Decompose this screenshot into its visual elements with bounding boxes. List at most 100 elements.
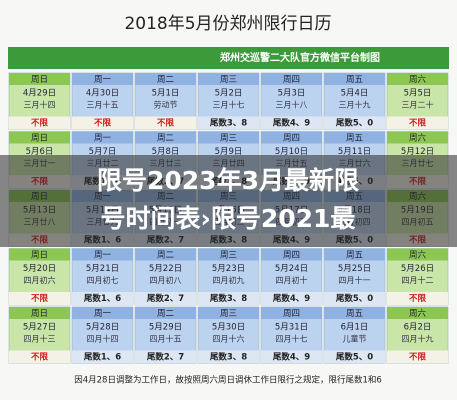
weekday: 周四 [283,251,300,261]
weekday-bg [387,73,448,85]
date: 6月2日 [404,323,432,333]
weekday: 周一 [94,134,112,144]
limit: 尾数1、6 [83,352,121,363]
banner-bg [8,47,449,69]
limit-bg [387,292,448,305]
limit: 尾数4、9 [272,352,310,363]
date: 5月31日 [275,323,308,333]
weekday: 周日 [31,134,48,144]
weekday-bg [72,307,133,319]
limit-bg [261,350,322,364]
date: 4月30日 [86,89,119,99]
limit: 不限 [31,294,49,304]
limit: 尾数4、9 [272,293,310,304]
lunar: 四月初十 [276,275,308,285]
date: 5月9日 [215,147,243,157]
weekday: 周三 [220,309,237,319]
weekday-bg [9,307,70,319]
weekday: 周日 [31,251,48,261]
lunar: 四月十一 [339,275,371,285]
weekday-bg [387,248,448,261]
weekday-bg [198,73,259,85]
date: 5月26日 [401,264,434,274]
limit: 尾数3、8 [209,352,247,363]
weekday-bg [9,73,70,85]
limit: 不限 [409,119,427,129]
date: 6月1日 [341,323,369,333]
limit: 尾数5、0 [335,352,373,363]
limit-bg [72,116,133,130]
weekday: 周五 [346,251,364,261]
limit: 不限 [31,353,49,363]
lunar: 儿童节 [343,334,367,344]
weekday: 周四 [283,75,300,85]
date: 5月21日 [86,264,119,274]
weekday: 周二 [157,309,175,319]
date: 5月4日 [341,89,369,99]
date: 5月20日 [23,264,56,274]
limit: 尾数5、0 [335,118,373,129]
weekday-bg [72,248,133,261]
weekday: 周日 [31,309,48,319]
weekday-bg [324,131,385,144]
weekday: 周一 [94,309,112,319]
weekday: 周五 [346,309,364,319]
date: 5月1日 [152,89,180,99]
weekday: 周三 [220,251,237,261]
date: 5月30日 [212,323,245,333]
limit: 尾数1、6 [83,293,121,304]
title: 2018年5月份郑州限行日历 [124,14,331,34]
date: 5月25日 [338,264,371,274]
lunar: 劳动节 [154,100,178,110]
limit-bg [9,350,70,364]
weekday: 周四 [283,309,300,319]
weekday-bg [198,248,259,261]
date: 5月8日 [152,147,180,157]
limit: 不限 [409,353,427,363]
limit: 尾数5、0 [335,293,373,304]
limit-bg [135,350,196,364]
weekday: 周一 [94,75,112,85]
date: 5月12日 [401,147,434,157]
date: 5月5日 [404,89,432,99]
weekday-bg [198,131,259,144]
date: 5月28日 [86,323,119,333]
weekday: 周六 [409,74,427,85]
lunar: 四月初七 [87,275,119,285]
date: 5月11日 [338,147,371,157]
limit: 尾数3、8 [209,118,247,129]
lunar: 四月十二 [402,275,434,285]
limit-bg [198,292,259,305]
weekday: 周三 [220,75,237,85]
lunar: 四月初九 [213,275,245,285]
weekday-bg [387,307,448,319]
weekday: 周三 [220,134,237,144]
limit-bg [261,116,322,130]
weekday-bg [261,73,322,85]
limit: 不限 [409,294,427,304]
weekday-bg [324,73,385,85]
date: 4月29日 [23,89,56,99]
date: 5月6日 [26,147,54,157]
weekday: 周四 [283,134,300,144]
limit-bg [135,292,196,305]
limit: 尾数2、7 [146,352,184,363]
date: 5月10日 [275,147,308,157]
limit-bg [9,116,70,130]
date: 5月24日 [275,264,308,274]
weekday-bg [324,248,385,261]
limit-bg [387,116,448,130]
weekday-bg [261,248,322,261]
weekday-bg [9,248,70,261]
lunar: 三月十九 [339,100,371,110]
lunar: 四月十四 [87,334,119,344]
limit-bg [9,292,70,305]
date: 5月3日 [278,89,306,99]
weekday-bg [135,307,196,319]
lunar: 三月十八 [276,100,308,110]
limit: 不限 [94,119,112,129]
lunar: 三月二十 [402,100,434,110]
date: 5月27日 [23,323,56,333]
limit-bg [135,116,196,130]
